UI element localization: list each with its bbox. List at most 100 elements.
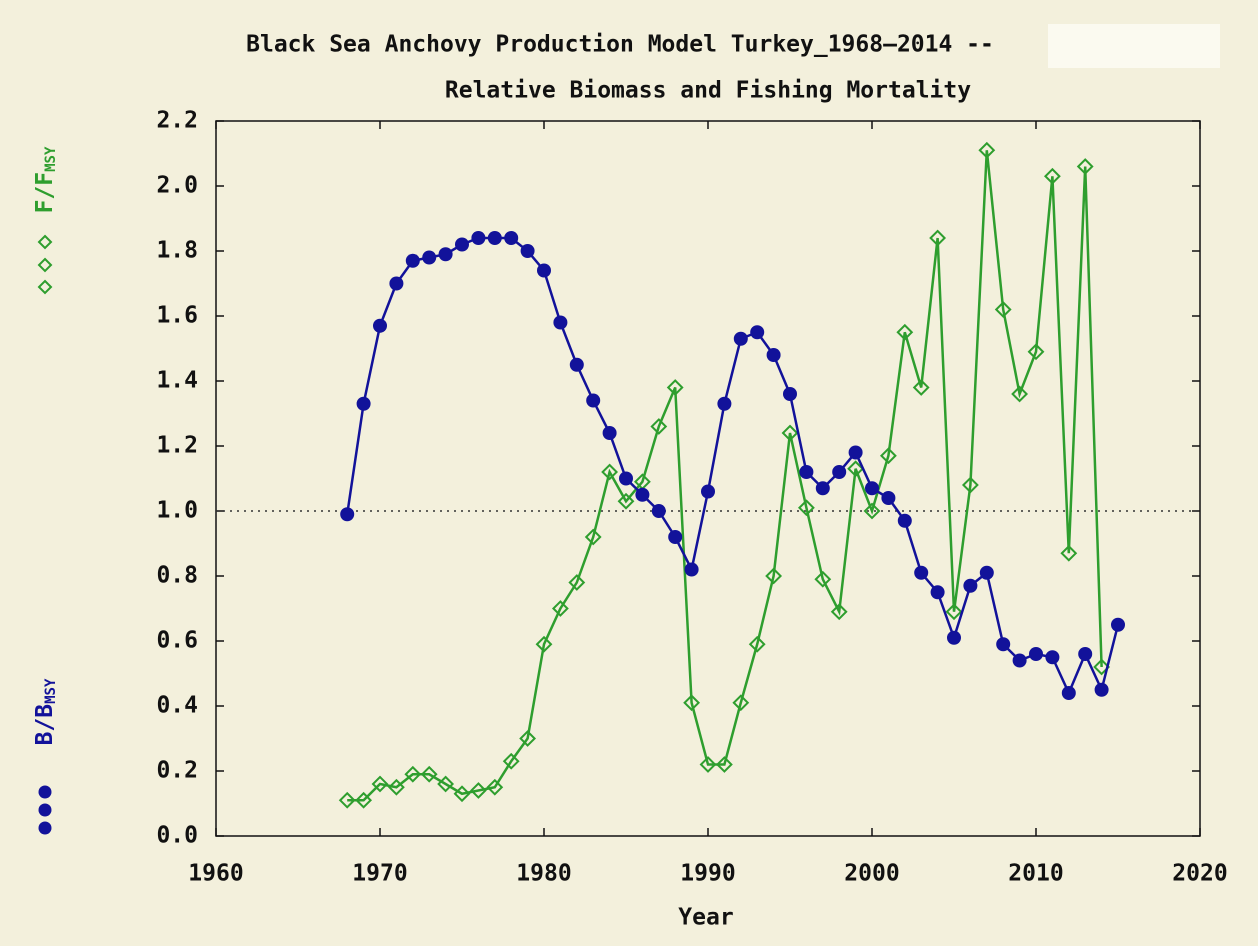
data-point — [733, 331, 748, 346]
data-point — [783, 387, 797, 401]
data-point — [371, 775, 389, 793]
data-point — [832, 465, 847, 479]
data-point — [897, 513, 912, 528]
data-point — [912, 379, 930, 396]
data-point — [1061, 686, 1076, 700]
data-point — [537, 263, 551, 278]
data-point — [830, 603, 848, 621]
data-point — [1111, 617, 1125, 632]
data-point — [535, 635, 553, 653]
legend-marker — [37, 257, 53, 273]
data-point — [1045, 650, 1060, 665]
data-point — [765, 567, 783, 585]
data-point — [914, 565, 929, 580]
data-point — [701, 484, 715, 499]
x-tick-label: 1960 — [188, 861, 243, 887]
chart-subtitle: Relative Biomass and Fishing Mortality — [445, 78, 971, 104]
y-tick-label: 2.0 — [156, 173, 198, 199]
data-point — [601, 463, 619, 481]
data-point — [520, 244, 535, 258]
legend-label-main: B/B — [32, 704, 58, 746]
data-point — [1027, 343, 1045, 361]
y-tick-label: 0.6 — [156, 628, 198, 654]
legend-label-sub: MSY — [43, 146, 59, 172]
data-point — [635, 487, 650, 502]
data-point — [602, 426, 617, 440]
data-point — [945, 603, 963, 621]
data-point — [553, 315, 568, 330]
data-point — [453, 785, 471, 803]
data-point — [405, 253, 420, 268]
data-point — [963, 578, 978, 593]
data-point — [502, 752, 520, 770]
data-point — [668, 530, 683, 544]
data-point — [404, 765, 422, 783]
data-point — [519, 730, 537, 747]
data-point — [569, 357, 584, 372]
data-point — [881, 491, 896, 505]
data-point — [504, 231, 519, 245]
data-point — [766, 348, 781, 362]
data-point — [617, 492, 635, 510]
data-point — [781, 424, 799, 442]
x-axis-label: Year — [678, 905, 733, 931]
x-tick-label: 1990 — [680, 861, 735, 887]
redacted-box — [1048, 24, 1220, 68]
legend-marker — [37, 234, 53, 250]
data-point — [717, 396, 732, 411]
data-point — [978, 141, 996, 159]
data-point — [420, 765, 438, 783]
data-point — [338, 791, 356, 809]
legend-marker — [38, 803, 52, 817]
y-tick-label: 1.6 — [156, 303, 198, 329]
data-point — [487, 231, 502, 245]
data-point — [355, 791, 373, 809]
y-tick-label: 0.0 — [156, 823, 198, 849]
data-point — [865, 481, 879, 496]
y-tick-label: 1.0 — [156, 498, 198, 524]
data-point — [930, 585, 945, 600]
legend-label: B/BMSY — [32, 678, 60, 745]
data-point — [848, 445, 863, 460]
y-tick-label: 0.2 — [156, 758, 198, 784]
data-point — [650, 418, 668, 435]
data-point — [340, 507, 355, 522]
y-tick-label: 2.2 — [156, 108, 198, 134]
data-point — [847, 460, 865, 478]
data-point — [699, 756, 717, 773]
x-tick-label: 1970 — [352, 861, 407, 887]
data-point — [996, 637, 1011, 652]
data-point — [863, 502, 881, 520]
legend-marker — [38, 821, 52, 835]
data-point — [947, 630, 961, 645]
data-point — [1029, 647, 1043, 661]
data-point — [684, 562, 699, 577]
data-point — [1094, 682, 1109, 697]
data-point — [750, 325, 765, 340]
data-point — [666, 379, 684, 396]
data-point — [814, 570, 832, 588]
x-tick-label: 2000 — [844, 861, 899, 887]
data-point — [651, 504, 666, 518]
data-point — [469, 782, 487, 799]
data-point — [1043, 167, 1061, 185]
data-point — [1093, 658, 1111, 676]
data-point — [389, 276, 404, 291]
y-tick-label: 1.2 — [156, 433, 198, 459]
data-point — [1076, 158, 1094, 175]
chart-title: Black Sea Anchovy Production Model Turke… — [246, 32, 994, 58]
legend-label-sub: MSY — [43, 678, 59, 704]
data-point — [471, 231, 486, 245]
data-point — [455, 237, 469, 252]
data-point — [356, 396, 371, 411]
data-point — [979, 565, 994, 580]
data-point — [879, 447, 897, 465]
data-point — [387, 778, 405, 796]
data-point — [373, 318, 387, 333]
data-point — [929, 229, 947, 247]
x-tick-label: 1980 — [516, 861, 571, 887]
data-point — [619, 471, 633, 486]
y-tick-label: 1.8 — [156, 238, 198, 264]
